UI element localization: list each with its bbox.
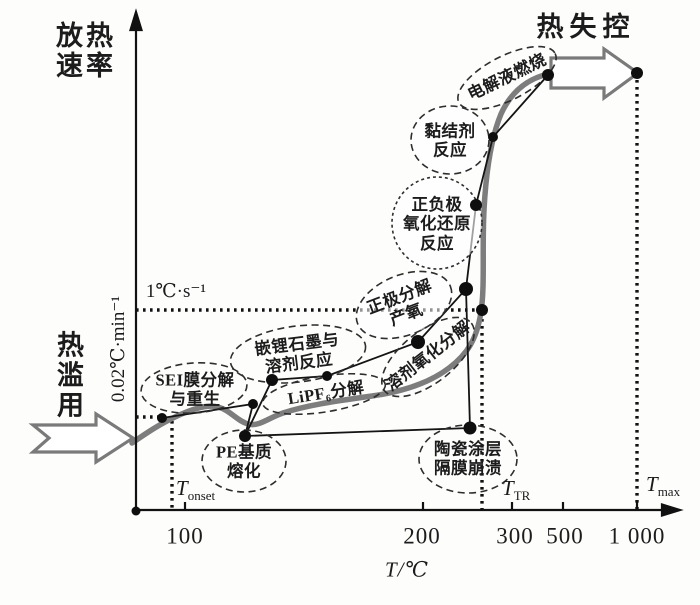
binder-dot: [488, 132, 498, 142]
y-axis-arrowhead-icon: [129, 8, 143, 32]
x-tick-1000: 1 000: [608, 523, 666, 549]
threshold-low-label: 0.02℃·min⁻¹: [107, 295, 129, 403]
t-tr-threshold-dot: [476, 304, 488, 316]
solvent-dot: [411, 335, 425, 349]
origin-dot: [131, 506, 141, 516]
x-axis-title: T/℃: [384, 557, 430, 582]
heat-abuse-label: 热 滥 用: [57, 330, 87, 422]
reaction-sequence-line: [161, 74, 549, 437]
reaction-polyline: [161, 74, 549, 437]
ceramic-dot: [463, 421, 477, 435]
threshold-high-label: 1℃·s⁻¹: [145, 280, 207, 302]
axes: [129, 8, 684, 517]
x-tick-100: 100: [166, 523, 204, 549]
x-tick-500: 500: [546, 523, 584, 549]
annotation-pe: PE基质 熔化: [215, 442, 273, 481]
t-max-marker: Tmax: [646, 472, 680, 500]
t-tr-subscript: TR: [513, 488, 531, 503]
annotation-sei: SEI膜分解 与重生: [155, 370, 235, 409]
x-tick-200: 200: [403, 523, 441, 549]
graphite-dot: [248, 399, 258, 409]
t-onset-symbol: T: [176, 476, 188, 500]
sei-dot: [157, 413, 167, 423]
annotation-ellipses: [140, 45, 557, 494]
solvent-ellipse: [380, 316, 476, 398]
annotation-redox: 正负极 氧化还原 反应: [403, 194, 471, 253]
heat-abuse-arrow-icon: [28, 411, 136, 465]
cathode-o2-ellipse: [355, 270, 453, 340]
event-dots: [131, 67, 643, 516]
separator-link-line: [244, 427, 471, 437]
pe-dot: [239, 430, 251, 442]
t-onset-marker: Tonset: [176, 476, 215, 504]
x-tick-300: 300: [496, 523, 534, 549]
redox-ellipse: [391, 176, 483, 270]
t-max-dot: [631, 67, 643, 79]
t-onset-subscript: onset: [187, 488, 216, 503]
t-max-symbol: T: [646, 472, 658, 496]
electrolyte-dot: [542, 69, 554, 81]
separator-vertical-line: [465, 288, 471, 429]
redox-dot: [470, 199, 482, 211]
graphite-ellipse: [229, 324, 367, 384]
thermal-runaway-label: 热失控: [536, 11, 636, 42]
cathode-o2-dot: [459, 282, 473, 296]
thermal-runaway-arrow-icon: [549, 45, 641, 102]
lipf6-ellipse: [261, 372, 387, 416]
lipf6-dot: [266, 374, 278, 386]
annotation-ceramic: 陶瓷涂层 隔膜崩溃: [434, 439, 502, 478]
x-axis-arrowhead-icon: [660, 503, 684, 517]
pe-ellipse: [201, 429, 287, 493]
heat-release-curve: [129, 71, 551, 446]
mid-dot: [322, 371, 332, 381]
t-max-subscript: max: [657, 484, 681, 499]
t-tr-symbol: T: [502, 476, 514, 500]
y-axis-title: 放热 速率: [56, 20, 116, 81]
flow-arrows: [28, 45, 641, 465]
t-tr-marker: TTR: [502, 476, 530, 504]
sei-ellipse: [140, 361, 248, 415]
electrolyte-ellipse: [457, 45, 557, 111]
annotation-binder: 黏结剂 反应: [424, 121, 476, 160]
